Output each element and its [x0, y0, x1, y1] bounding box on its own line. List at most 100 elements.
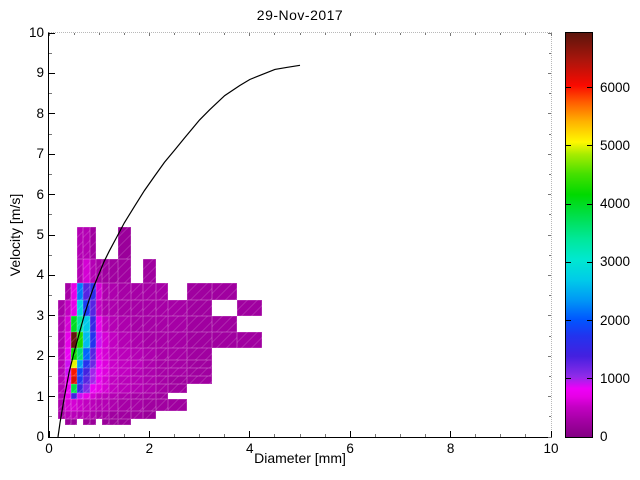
y-tick-label: 4	[36, 267, 44, 283]
x-minor-tick	[174, 434, 175, 437]
y-tick	[49, 355, 55, 357]
heatmap-cell	[83, 384, 90, 393]
y-tick-label: 0	[36, 429, 44, 444]
heatmap-cell	[77, 331, 84, 349]
heatmap-cell	[64, 360, 71, 369]
heatmap-cell	[77, 283, 84, 300]
x-minor-tick	[98, 434, 100, 437]
y-tick	[49, 396, 55, 398]
x-minor-tick	[324, 434, 326, 437]
heatmap-cell	[118, 418, 131, 425]
heatmap-cell	[96, 331, 103, 349]
y-minor-tick	[49, 335, 52, 337]
heatmap-cell	[70, 299, 78, 316]
heatmap-cell	[130, 331, 144, 349]
x-tick-top	[48, 33, 50, 36]
heatmap-cell	[187, 348, 213, 361]
heatmap-cell	[58, 348, 65, 361]
heatmap-cell	[168, 384, 188, 393]
y-tick	[49, 436, 55, 438]
heatmap-cell	[143, 368, 156, 377]
heatmap-cell	[155, 315, 169, 332]
y-minor-tick-right	[549, 335, 551, 337]
colorbar-tick	[566, 261, 571, 263]
heatmap-cell	[143, 392, 156, 399]
heatmap-cell	[108, 360, 119, 369]
heatmap-cell	[70, 418, 78, 425]
heatmap-cell	[143, 384, 156, 393]
y-tick-right	[548, 32, 551, 34]
heatmap-cell	[58, 392, 65, 399]
heatmap-cell	[89, 376, 97, 385]
heatmap-cell	[108, 384, 119, 393]
heatmap-cell	[130, 283, 144, 300]
heatmap-cell	[187, 299, 213, 316]
heatmap-cell	[89, 392, 97, 399]
heatmap-cell	[96, 368, 103, 377]
heatmap-cell	[89, 360, 97, 369]
heatmap-cell	[89, 368, 97, 377]
x-minor-tick	[374, 434, 376, 437]
heatmap-cell	[187, 283, 213, 300]
x-minor-tick	[224, 434, 226, 437]
heatmap-cell	[89, 348, 97, 361]
heatmap-cell	[70, 368, 78, 377]
heatmap-cell	[168, 398, 188, 411]
heatmap-cell	[89, 283, 97, 300]
heatmap-cell	[118, 360, 131, 369]
x-tick	[148, 431, 150, 437]
x-tick-label: 6	[346, 441, 354, 456]
heatmap-cell	[155, 348, 169, 361]
x-tick	[349, 431, 351, 437]
heatmap-cell	[118, 299, 131, 316]
heatmap-cell	[168, 376, 188, 385]
x-minor-tick-top	[174, 33, 175, 35]
x-minor-tick	[299, 434, 301, 437]
heatmap-cell	[83, 315, 90, 332]
heatmap-cell	[102, 299, 109, 316]
heatmap-cell	[143, 259, 156, 284]
x-minor-tick	[123, 434, 125, 437]
heatmap-cell	[118, 226, 131, 260]
heatmap-cell	[187, 315, 213, 332]
heatmap-cell	[155, 398, 169, 411]
y-tick-label: 7	[36, 146, 44, 162]
y-tick-right	[548, 436, 551, 438]
heatmap-cell	[64, 368, 71, 377]
x-tick-top	[349, 33, 351, 36]
heatmap-cell	[83, 368, 90, 377]
colorbar-tick	[587, 203, 592, 205]
heatmap-cell	[58, 368, 65, 377]
heatmap-cell	[143, 398, 156, 411]
y-tick-right	[548, 234, 551, 236]
y-tick-label: 2	[36, 348, 44, 364]
heatmap-cell	[83, 410, 90, 419]
heatmap-cell	[130, 299, 144, 316]
heatmap-cell	[64, 299, 71, 316]
heatmap-cell	[83, 259, 90, 284]
colorbar-tick	[587, 87, 592, 89]
heatmap-cell	[108, 283, 119, 300]
colorbar-tick	[566, 436, 571, 438]
x-tick	[450, 431, 452, 437]
y-tick-label: 10	[28, 25, 44, 40]
heatmap-cell	[143, 348, 156, 361]
x-tick-top	[550, 33, 552, 36]
colorbar-tick-label: 4000	[600, 196, 631, 212]
x-minor-tick-top	[199, 33, 201, 35]
heatmap-cell	[187, 368, 213, 377]
heatmap-cell	[118, 376, 131, 385]
heatmap-cell	[108, 348, 119, 361]
y-tick	[49, 274, 55, 276]
heatmap-cell	[155, 299, 169, 316]
heatmap-cell	[102, 384, 109, 393]
heatmap-cell	[155, 283, 169, 300]
heatmap-cell	[64, 418, 71, 425]
heatmap-cell	[70, 398, 78, 411]
heatmap-cell	[168, 299, 188, 316]
heatmap-cell	[237, 331, 263, 349]
heatmap-cell	[83, 283, 90, 300]
heatmap-cell	[89, 299, 97, 316]
y-tick-right	[548, 315, 551, 317]
heatmap-cell	[64, 392, 71, 399]
